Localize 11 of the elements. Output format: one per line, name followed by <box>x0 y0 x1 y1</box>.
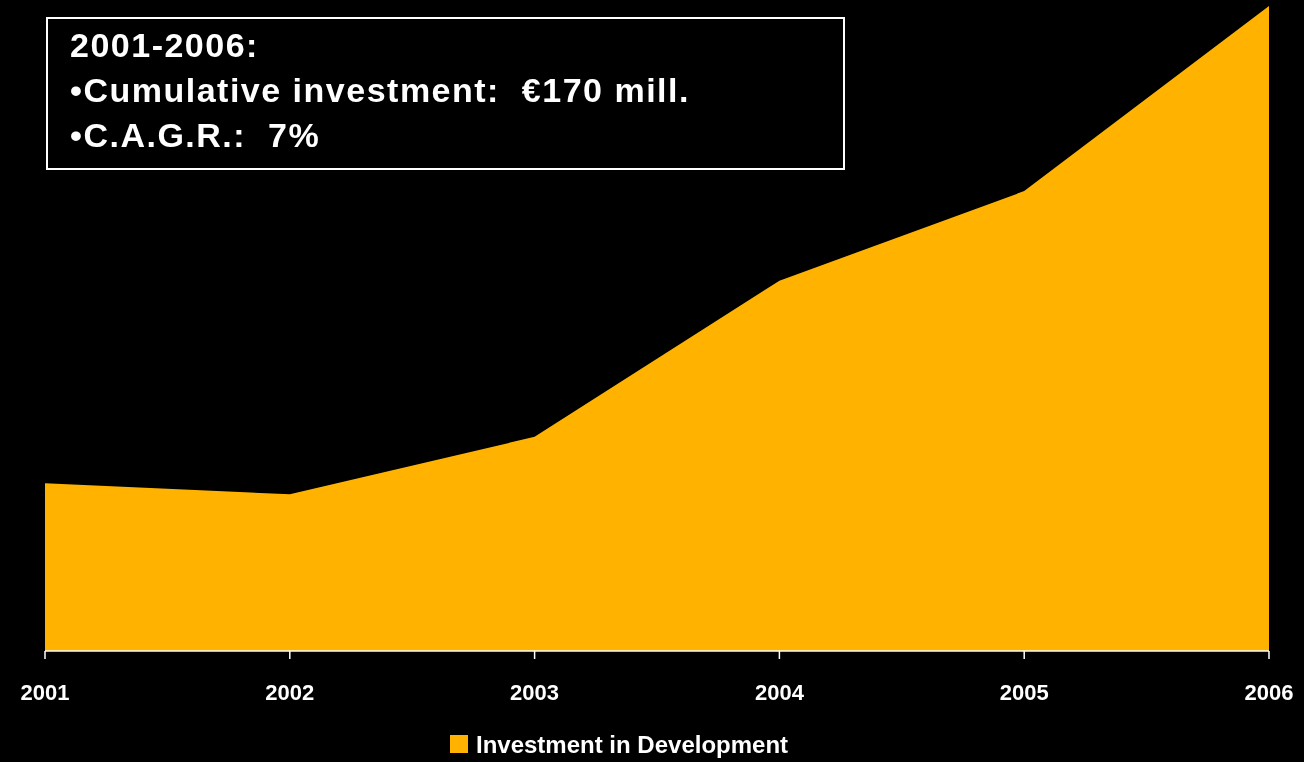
legend-label: Investment in Development <box>476 731 789 758</box>
x-tick-label: 2006 <box>1244 680 1294 705</box>
annotation: •C.A.G.R.: 7% <box>70 116 321 154</box>
x-tick-label: 2001 <box>20 680 70 705</box>
x-tick-label: 2004 <box>754 680 805 705</box>
annotation: 2001-2006: <box>70 26 259 64</box>
annotation: •Cumulative investment: €170 mill. <box>70 71 690 109</box>
x-tick-label: 2003 <box>510 680 560 705</box>
x-tick-label: 2005 <box>999 680 1049 705</box>
text-box: 2001-2006: •Cumulative investment: €170 mill. •C.A.G.R.: 7% <box>46 17 845 170</box>
x-tick-label: 2002 <box>265 680 315 705</box>
